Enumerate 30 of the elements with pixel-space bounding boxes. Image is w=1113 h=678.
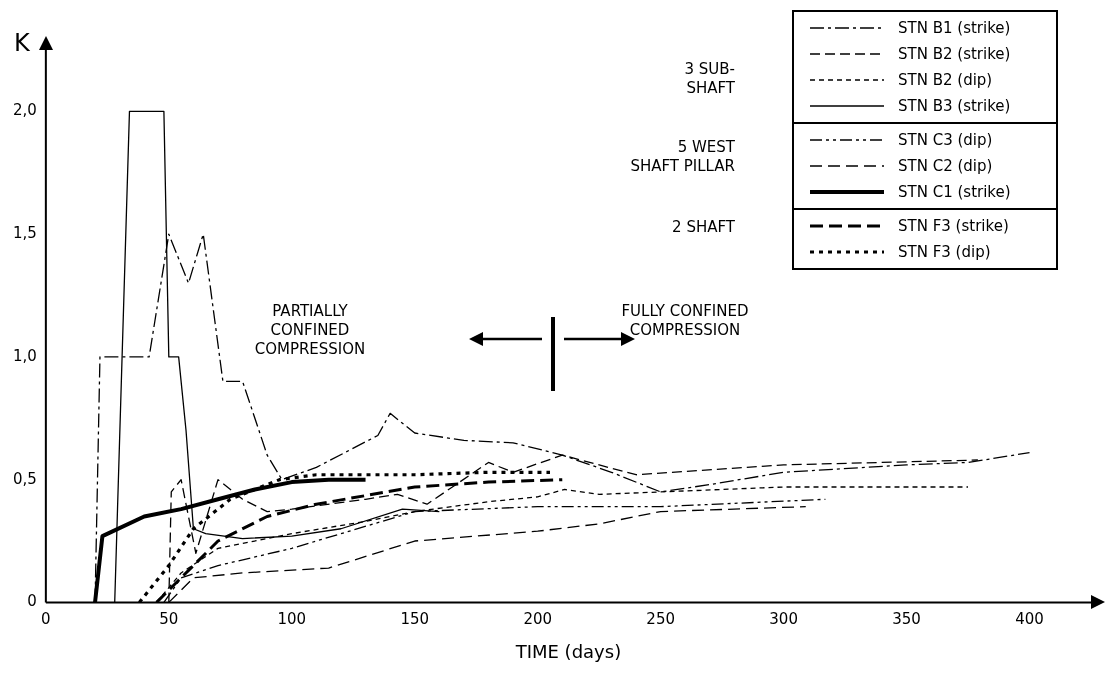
legend-label: STN B1 (strike) (898, 19, 1011, 37)
annotation: 3 SUB- SHAFT (684, 60, 735, 98)
annotation: 5 WEST SHAFT PILLAR (630, 138, 735, 176)
x-tick-label: 100 (277, 610, 307, 629)
x-tick-label: 200 (523, 610, 553, 629)
annotation: 2 SHAFT (672, 218, 735, 237)
x-tick-label: 300 (769, 610, 798, 629)
y-tick-label: 1,0 (13, 346, 37, 365)
annotation: FULLY CONFINED COMPRESSION (620, 302, 750, 340)
x-tick-label: 0 (41, 610, 51, 629)
x-tick-label: 350 (892, 610, 921, 629)
y-tick-label: 0 (27, 592, 37, 611)
legend-label: STN B2 (strike) (898, 45, 1011, 63)
legend-label: STN C2 (dip) (898, 157, 993, 175)
x-tick-label: 150 (400, 610, 430, 629)
x-tick-label: 50 (159, 610, 179, 629)
annotation: PARTIALLY CONFINED COMPRESSION (253, 302, 367, 359)
legend-label: STN C3 (dip) (898, 131, 993, 149)
x-tick-label: 400 (1015, 610, 1044, 629)
y-tick-label: 0,5 (13, 469, 37, 488)
legend-label: STN B3 (strike) (898, 97, 1011, 115)
x-tick-label: 250 (646, 610, 675, 629)
x-axis-title: TIME (days) (514, 640, 622, 662)
y-tick-label: 2,0 (13, 101, 37, 120)
y-tick-label: 1,5 (13, 224, 37, 243)
legend-label: STN B2 (dip) (898, 71, 993, 89)
legend-label: STN C1 (strike) (898, 183, 1011, 201)
legend-label: STN F3 (strike) (898, 217, 1009, 235)
y-axis-title: K (14, 29, 30, 57)
legend-label: STN F3 (dip) (898, 243, 991, 261)
